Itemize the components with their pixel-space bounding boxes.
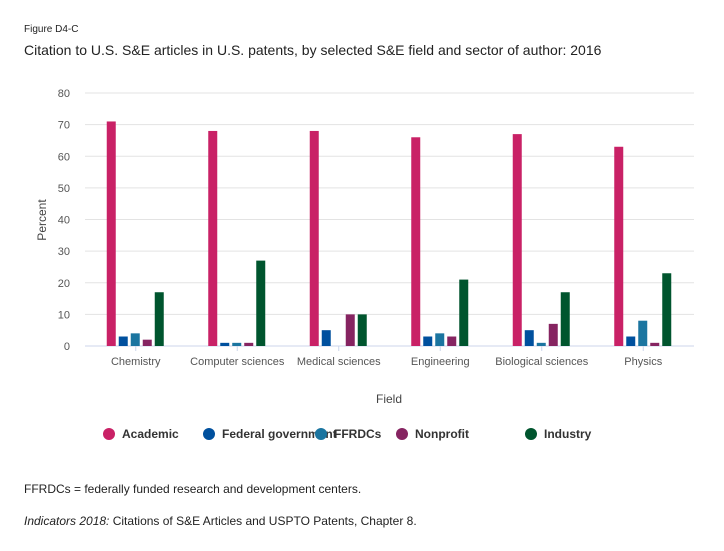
bar-nonprofit [244, 342, 254, 346]
bar-nonprofit [345, 314, 355, 346]
bar-federal-government [626, 336, 636, 346]
bar-industry [459, 279, 469, 346]
y-axis-title: Percent [35, 199, 49, 241]
x-tick-label: Medical sciences [297, 356, 381, 368]
legend-item: Industry [544, 427, 592, 441]
source-text: Citations of S&E Articles and USPTO Pate… [109, 514, 417, 528]
bar-nonprofit [548, 323, 558, 346]
x-tick-label: Engineering [411, 356, 470, 368]
bar-academic [208, 130, 218, 346]
bar-ffrdcs [638, 320, 648, 346]
source-italic: Indicators 2018: [24, 514, 110, 528]
legend-item: Nonprofit [415, 427, 469, 441]
bar-chart: 0 10 20 30 40 50 60 70 80 Chemistry Computer scien… [35, 88, 694, 441]
y-tick-label: 70 [58, 120, 70, 132]
figure-label: Figure D4-C [24, 24, 79, 35]
bar-federal-government [423, 336, 433, 346]
y-tick-label: 40 [58, 215, 70, 227]
legend-marker [203, 428, 215, 440]
legend-marker [315, 428, 327, 440]
chart-title: Citation to U.S. S&E articles in U.S. pa… [24, 42, 602, 58]
legend-marker [396, 428, 408, 440]
bar-ffrdcs [232, 342, 242, 346]
bar-federal-government [524, 330, 534, 346]
y-tick-label: 50 [58, 183, 70, 195]
y-tick-label: 60 [58, 151, 70, 163]
bar-nonprofit [447, 336, 457, 346]
source-note: Indicators 2018: Citations of S&E Articl… [24, 514, 417, 528]
y-tick-label: 0 [64, 341, 70, 353]
legend-marker [525, 428, 537, 440]
bar-nonprofit [142, 339, 152, 346]
legend-marker [103, 428, 115, 440]
footnote: FFRDCs = federally funded research and d… [24, 482, 362, 496]
legend-item: Federal government [222, 427, 337, 441]
bar-academic [309, 130, 319, 346]
x-axis-title: Field [376, 392, 402, 406]
x-tick-label: Chemistry [111, 356, 161, 368]
y-tick-label: 20 [58, 278, 70, 290]
bar-federal-government [118, 336, 128, 346]
bar-academic [106, 121, 116, 347]
bar-academic [614, 146, 624, 346]
y-tick-label: 30 [58, 246, 70, 258]
bar-ffrdcs [435, 333, 445, 346]
bar-nonprofit [650, 342, 660, 346]
bar-industry [154, 292, 164, 346]
bar-ffrdcs [130, 333, 140, 346]
x-tick-label: Physics [624, 356, 662, 368]
x-tick-label: Computer sciences [190, 356, 285, 368]
bar-ffrdcs [536, 342, 546, 346]
bar-federal-government [321, 330, 331, 346]
bar-federal-government [220, 342, 230, 346]
bar-academic [512, 134, 522, 346]
bar-industry [560, 292, 570, 346]
bar-industry [357, 314, 367, 346]
y-tick-label: 10 [58, 309, 70, 321]
x-tick-label: Biological sciences [495, 356, 588, 368]
bar-industry [662, 273, 672, 346]
bar-academic [411, 137, 421, 346]
legend-item: FFRDCs [334, 427, 382, 441]
y-tick-label: 80 [58, 88, 70, 100]
bar-industry [256, 260, 266, 346]
legend-item: Academic [122, 427, 179, 441]
